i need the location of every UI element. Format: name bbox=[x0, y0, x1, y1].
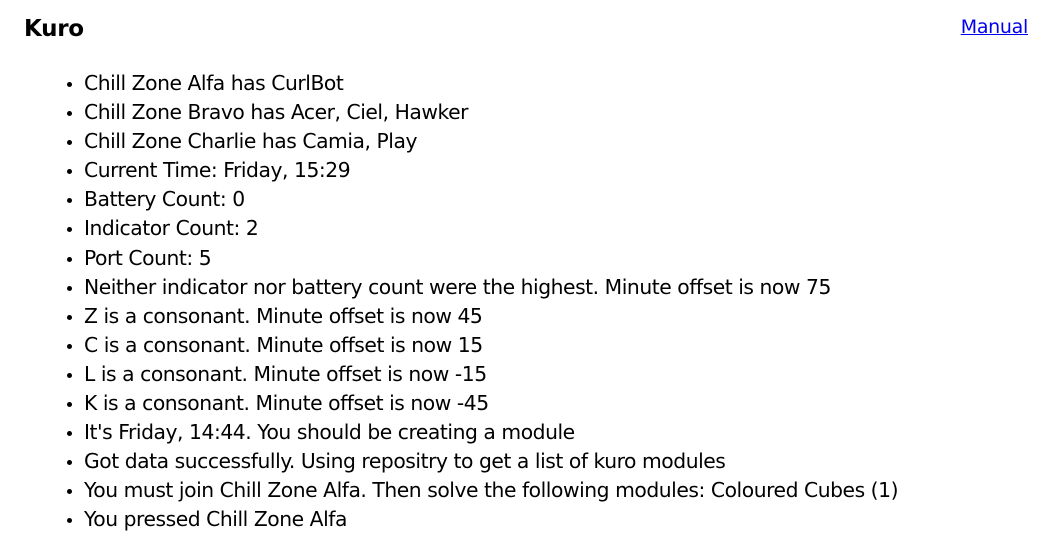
log-item: Got data successfully. Using repositry t… bbox=[84, 447, 898, 476]
log-item: It's Friday, 14:44. You should be creati… bbox=[84, 418, 898, 447]
log-item: Chill Zone Alfa has CurlBot bbox=[84, 69, 898, 98]
log-item: C is a consonant. Minute offset is now 1… bbox=[84, 331, 898, 360]
log-item: L is a consonant. Minute offset is now -… bbox=[84, 360, 898, 389]
log-item: Neither indicator nor battery count were… bbox=[84, 273, 898, 302]
manual-link[interactable]: Manual bbox=[960, 16, 1029, 38]
log-item: K is a consonant. Minute offset is now -… bbox=[84, 389, 898, 418]
log-item: Current Time: Friday, 15:29 bbox=[84, 156, 898, 185]
log-item: Port Count: 5 bbox=[84, 244, 898, 273]
log-item: Z is a consonant. Minute offset is now 4… bbox=[84, 302, 898, 331]
log-item: Indicator Count: 2 bbox=[84, 214, 898, 243]
log-list: Chill Zone Alfa has CurlBot Chill Zone B… bbox=[0, 69, 899, 535]
page-header: Kuro Manual bbox=[24, 14, 1028, 44]
log-item: You pressed Chill Zone Alfa bbox=[84, 505, 898, 534]
log-item: Battery Count: 0 bbox=[84, 185, 898, 214]
log-item: Chill Zone Charlie has Camia, Play bbox=[84, 127, 898, 156]
page-title: Kuro bbox=[24, 16, 84, 42]
log-item: Chill Zone Bravo has Acer, Ciel, Hawker bbox=[84, 98, 898, 127]
log-item: You must join Chill Zone Alfa. Then solv… bbox=[84, 476, 899, 505]
